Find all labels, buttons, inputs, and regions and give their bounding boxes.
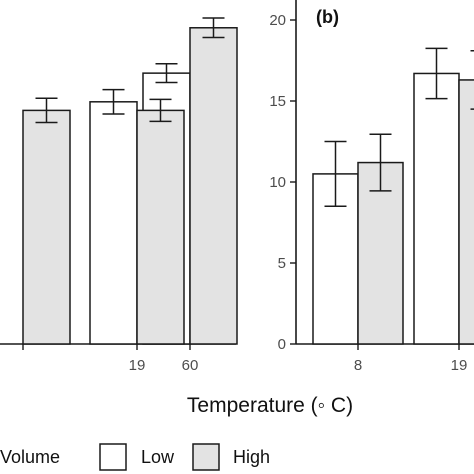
panel-b-y-tick-label: 0 [278, 336, 286, 353]
panel-b-bar-high [357, 161, 404, 345]
panel-a-bar-low [89, 101, 138, 345]
panel-b-y-tick-label: 5 [278, 255, 286, 272]
panel-a: 19 60 [0, 17, 238, 374]
panel-a-x-tick-label: 19 [129, 357, 146, 374]
panel-b-label: (b) [316, 7, 339, 27]
x-axis-title: Temperature (◦ C) [187, 394, 353, 417]
legend-title: Volume [0, 447, 60, 467]
panel-a-x-tick-label: 60 [182, 357, 199, 374]
panel-a-bar-high [189, 27, 238, 345]
legend-swatch-low [99, 443, 127, 471]
panel-b-y-tick-label: 20 [269, 12, 286, 29]
panel-b-x-tick-label: 19 [451, 357, 468, 374]
panel-b-x-tick-label: 8 [354, 357, 362, 374]
legend-label-low: Low [141, 447, 175, 467]
legend: Volume Low High [0, 443, 270, 471]
legend-label-high: High [233, 447, 270, 467]
legend-swatch-high [192, 443, 220, 471]
panel-a-bar-high [22, 109, 71, 345]
panel-b: (b) 0 5 10 15 20 8 19 [269, 0, 474, 374]
panel-b-y-tick-label: 15 [269, 93, 286, 110]
panel-a-bar-high [136, 109, 185, 345]
panel-b-bar-low [413, 72, 460, 345]
panel-b-bar-high [458, 79, 474, 345]
panel-b-y-tick-label: 10 [269, 174, 286, 191]
